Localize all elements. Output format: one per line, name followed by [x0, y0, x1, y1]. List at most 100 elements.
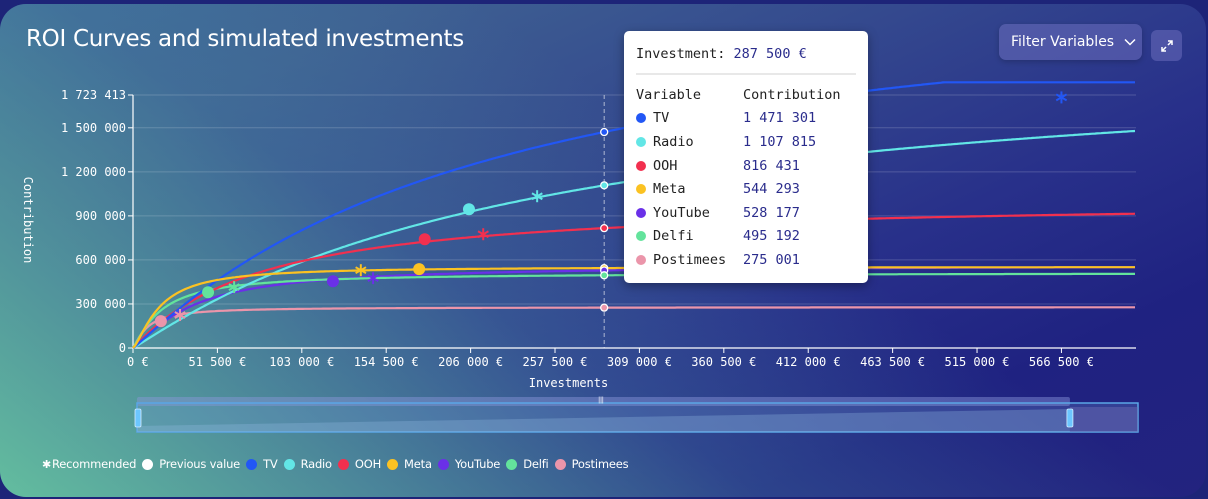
- previous-marker-delfi[interactable]: [202, 286, 215, 299]
- legend-previous[interactable]: Previous value: [142, 457, 240, 471]
- tooltip-investment-value: 287 500 €: [733, 46, 807, 62]
- recommended-marker-ooh[interactable]: [477, 228, 489, 241]
- legend-item-radio[interactable]: Radio: [283, 457, 333, 471]
- star-stroke: [531, 192, 543, 201]
- legend-item-tv[interactable]: TV: [246, 457, 278, 471]
- recommended-marker-postimees[interactable]: [174, 308, 186, 321]
- tooltip-row: Meta 544 293: [636, 177, 856, 201]
- hover-layer: [600, 95, 609, 348]
- slider-unselected: [1069, 407, 1138, 432]
- tooltip-col-contribution: Contribution: [743, 86, 841, 103]
- previous-marker-postimees[interactable]: [154, 315, 167, 328]
- tooltip-contribution: 495 192: [743, 228, 800, 245]
- color-dot-icon: [636, 160, 646, 171]
- tooltip-variable-name: Postimees: [653, 251, 727, 268]
- slider-handle-left[interactable]: [134, 408, 142, 428]
- filter-variables-button[interactable]: Filter Variables: [999, 24, 1142, 60]
- x-tick-label: 566 500 €: [1029, 355, 1094, 369]
- tooltip-investment: Investment: 287 500 €: [636, 43, 856, 65]
- y-tick-label: 1 723 413: [61, 88, 126, 102]
- tooltip-row: Radio 1 107 815: [636, 130, 856, 154]
- legend-item-postimees[interactable]: Postimees: [554, 457, 629, 471]
- x-tick-label: 309 000 €: [607, 355, 672, 369]
- axes: 0 300 000 600 000 900 000 1 200 000 1 500 000…: [21, 88, 1136, 390]
- legend-label: Previous value: [159, 457, 241, 471]
- star-stroke: [174, 311, 186, 319]
- recommended-marker-delfi[interactable]: [228, 281, 240, 294]
- x-tick-label: 463 500 €: [860, 355, 925, 369]
- slider-grip-icon[interactable]: |||: [598, 397, 604, 404]
- tooltip-investment-label: Investment:: [636, 46, 726, 62]
- star-stroke: [1055, 93, 1068, 102]
- y-tick-label: 300 000: [75, 297, 126, 311]
- tooltip-col-variable: Variable: [636, 86, 702, 103]
- tooltip-contribution: 275 001: [743, 251, 800, 268]
- tooltip-row: YouTube 528 177: [636, 201, 856, 225]
- asterisk-icon: ✱: [42, 457, 52, 471]
- tooltip-contribution: 1 107 815: [743, 133, 817, 150]
- tooltip-variable: TV: [636, 110, 743, 126]
- y-tick-label: 0: [119, 341, 126, 355]
- slider-track[interactable]: [136, 402, 1139, 433]
- tooltip-variable-name: OOH: [653, 157, 678, 174]
- curve-postimees: [132, 306, 1135, 349]
- tooltip-row: OOH 816 431: [636, 154, 856, 178]
- legend-label: Radio: [300, 457, 333, 471]
- color-dot-icon: [636, 136, 646, 147]
- previous-marker-youtube[interactable]: [326, 275, 339, 288]
- recommended-marker-radio[interactable]: [531, 190, 543, 203]
- color-dot-icon: [437, 458, 449, 470]
- star-stroke: [367, 274, 379, 282]
- tooltip-variable-name: YouTube: [653, 204, 710, 221]
- color-dot-icon: [337, 458, 349, 470]
- tooltip-row: TV 1 471 301: [636, 107, 856, 131]
- color-dot-icon: [636, 184, 646, 195]
- legend-item-delfi[interactable]: Delfi: [506, 457, 549, 471]
- expand-icon: [1160, 39, 1173, 52]
- legend-item-ooh[interactable]: OOH: [337, 457, 382, 471]
- color-dot-icon: [636, 254, 646, 265]
- tooltip-contribution: 528 177: [743, 204, 800, 221]
- x-tick-label: 515 000 €: [945, 355, 1010, 369]
- markers: [154, 91, 1068, 328]
- recommended-marker-youtube[interactable]: [367, 272, 379, 285]
- y-tick-label: 900 000: [75, 209, 126, 223]
- tooltip-row: Delfi 495 192: [636, 225, 856, 249]
- y-tick-label: 1 500 000: [61, 121, 126, 135]
- x-tick-label: 360 500 €: [691, 355, 756, 369]
- color-dot-icon: [636, 207, 646, 218]
- previous-marker-radio[interactable]: [462, 203, 475, 216]
- tooltip-contribution: 544 293: [743, 181, 800, 198]
- x-tick-label: 257 500 €: [522, 355, 587, 369]
- tooltip-contribution: 816 431: [743, 157, 800, 174]
- color-dot-icon: [246, 458, 258, 470]
- legend-label: TV: [263, 457, 278, 471]
- tooltip-header-row: Variable Contribution: [636, 83, 856, 107]
- filter-variables-label: Filter Variables: [1011, 34, 1115, 50]
- legend-label: YouTube: [454, 457, 501, 471]
- legend-item-youtube[interactable]: YouTube: [437, 457, 501, 471]
- recommended-marker-meta[interactable]: [355, 264, 367, 277]
- recommended-marker-tv[interactable]: [1055, 91, 1068, 104]
- color-dot-icon: [283, 458, 295, 470]
- legend-recommended[interactable]: ✱ Recommended: [42, 457, 136, 471]
- color-dot-icon: [636, 113, 646, 124]
- x-tick-label: 412 000 €: [776, 355, 841, 369]
- tooltip-variable: Meta: [636, 181, 743, 197]
- tooltip-divider: [636, 73, 856, 75]
- legend-label: Recommended: [52, 457, 137, 471]
- previous-marker-meta[interactable]: [413, 263, 426, 276]
- slider-handle-right[interactable]: [1066, 408, 1074, 428]
- zoom-slider[interactable]: |||: [134, 397, 1139, 433]
- legend-label: OOH: [354, 457, 382, 471]
- previous-marker-ooh[interactable]: [418, 233, 431, 246]
- legend-item-meta[interactable]: Meta: [387, 457, 432, 471]
- color-dot-icon: [387, 458, 399, 470]
- expand-button[interactable]: [1151, 30, 1182, 61]
- x-tick-label: 206 000 €: [438, 355, 503, 369]
- tooltip-variable-name: Meta: [653, 181, 686, 198]
- slider-overview-area: [137, 409, 1070, 432]
- hover-point-radio: [600, 181, 609, 190]
- tooltip-variable-name: Radio: [653, 133, 694, 150]
